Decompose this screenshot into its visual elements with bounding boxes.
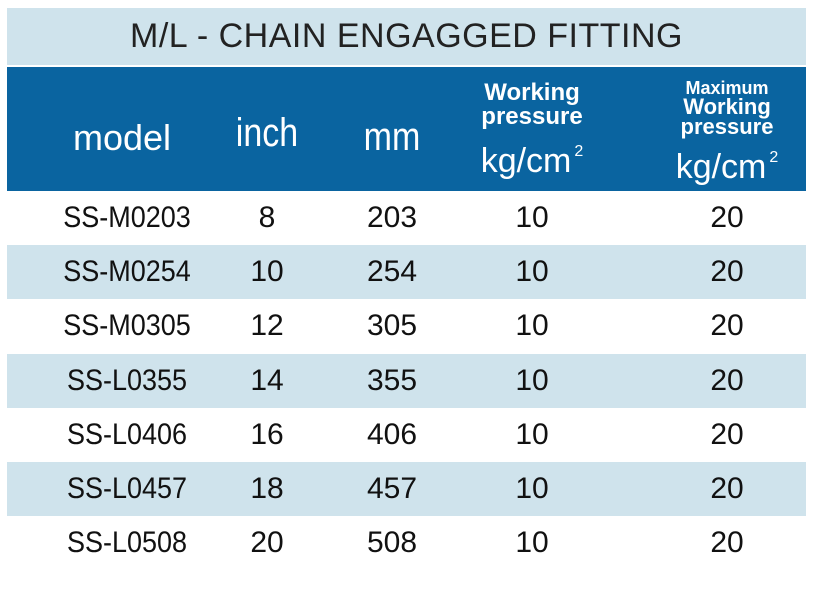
header-working-unit: kg/cm 2 xyxy=(457,131,607,182)
cell-max-working-pressure: 20 xyxy=(710,201,744,235)
cell-mm: 254 xyxy=(366,255,418,289)
cell-model: SS-L0457 xyxy=(66,472,188,506)
header-working-pressure: Working pressure kg/cm 2 xyxy=(457,81,607,182)
header-max-line1: Maximum xyxy=(685,78,769,98)
cell-inch: 16 xyxy=(250,417,284,451)
header-max-line2: Working xyxy=(683,94,771,119)
cell-max-working-pressure: 20 xyxy=(710,472,744,506)
table-row: SS-L0508 20 508 10 20 xyxy=(7,516,806,570)
header-max-unit: kg/cm 2 xyxy=(647,137,807,188)
cell-mm: 203 xyxy=(366,201,418,235)
cell-max-working-pressure: 20 xyxy=(710,526,744,560)
cell-model: SS-L0406 xyxy=(66,417,188,451)
cell-max-working-pressure: 20 xyxy=(710,309,744,343)
table-row: SS-L0355 14 355 10 20 xyxy=(7,353,806,408)
cell-inch: 18 xyxy=(250,472,284,506)
header-working-line2: pressure xyxy=(481,103,583,130)
table-row: SS-M0254 10 254 10 20 xyxy=(7,245,806,300)
table-row: SS-L0406 16 406 10 20 xyxy=(7,408,806,462)
cell-working-pressure: 10 xyxy=(515,363,549,397)
cell-working-pressure: 10 xyxy=(515,309,549,343)
cell-inch: 14 xyxy=(250,363,284,397)
table-title: M/L - CHAIN ENGAGGED FITTING xyxy=(7,8,806,65)
cell-mm: 457 xyxy=(366,472,418,506)
unit-text: kg/cm xyxy=(480,142,572,180)
header-mm: mm xyxy=(363,115,421,159)
cell-inch: 10 xyxy=(250,255,284,289)
cell-working-pressure: 10 xyxy=(515,472,549,506)
cell-inch: 20 xyxy=(250,526,284,560)
cell-model: SS-M0203 xyxy=(63,201,191,235)
cell-working-pressure: 10 xyxy=(515,201,549,235)
cell-mm: 508 xyxy=(366,526,418,560)
cell-working-pressure: 10 xyxy=(515,417,549,451)
unit-text: kg/cm xyxy=(675,148,767,186)
cell-max-working-pressure: 20 xyxy=(710,255,744,289)
table-row: SS-L0457 18 457 10 20 xyxy=(7,461,806,517)
header-working-line1: Working xyxy=(484,79,580,106)
cell-model: SS-L0355 xyxy=(66,363,188,397)
unit-superscript: 2 xyxy=(574,143,584,160)
cell-model: SS-M0305 xyxy=(63,309,191,343)
cell-inch: 12 xyxy=(250,309,284,343)
cell-working-pressure: 10 xyxy=(515,526,549,560)
cell-mm: 355 xyxy=(366,363,418,397)
cell-inch: 8 xyxy=(258,201,276,235)
table-body: SS-M0203 8 203 10 20 SS-M0254 10 254 10 … xyxy=(7,191,806,570)
header-model: model xyxy=(72,117,172,158)
cell-max-working-pressure: 20 xyxy=(710,417,744,451)
header-max-line3: pressure xyxy=(680,114,774,139)
unit-superscript: 2 xyxy=(769,149,779,166)
cell-max-working-pressure: 20 xyxy=(710,363,744,397)
table-row: SS-M0203 8 203 10 20 xyxy=(7,191,806,245)
table-row: SS-M0305 12 305 10 20 xyxy=(7,299,806,353)
cell-mm: 406 xyxy=(366,417,418,451)
header-inch: inch xyxy=(235,111,299,155)
header-max-working-pressure: Maximum Working pressure kg/cm 2 xyxy=(647,79,807,188)
cell-mm: 305 xyxy=(366,309,418,343)
cell-model: SS-M0254 xyxy=(63,255,191,289)
cell-working-pressure: 10 xyxy=(515,255,549,289)
table-header: model inch mm Working pressure kg/cm 2 Ma… xyxy=(7,67,806,191)
cell-model: SS-L0508 xyxy=(66,526,188,560)
